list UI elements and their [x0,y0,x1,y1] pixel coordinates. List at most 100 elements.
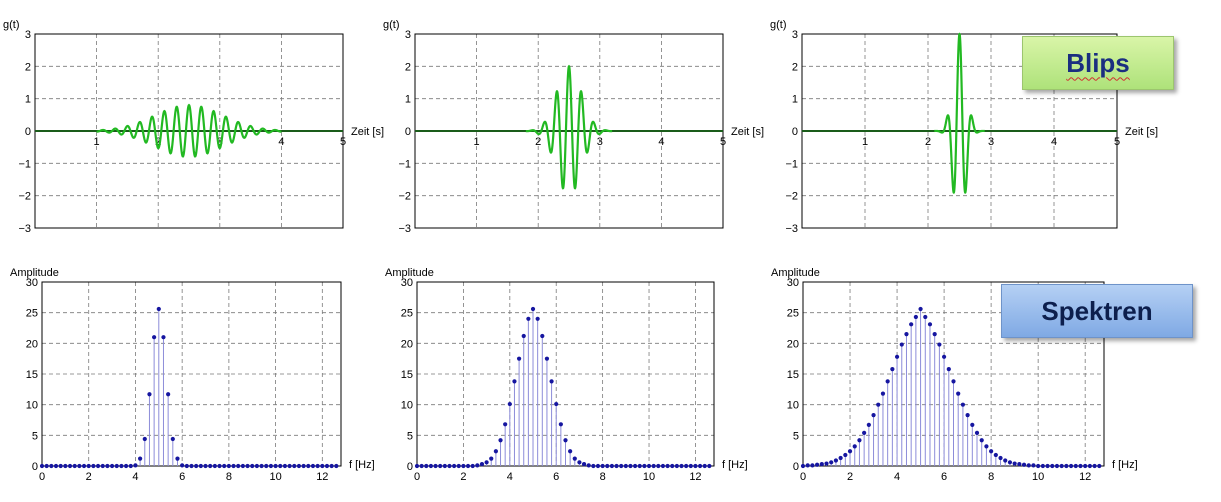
stem-point [932,332,937,337]
stem-point [526,316,531,321]
stem-point [226,463,231,469]
stem-point [838,455,843,461]
stem-point [72,463,77,469]
y-tick-label: −1 [398,158,411,170]
stem-point [693,463,698,469]
stem-point [885,379,890,384]
x-tick-label: 8 [988,471,994,483]
spektren-badge-label: Spektren [1041,295,1153,326]
x-tick-label: 8 [600,471,606,483]
stem-point [1078,463,1083,469]
y-tick-label: 10 [787,400,799,412]
blips-badge-label: Blips [1066,47,1130,78]
y-tick-label: 0 [792,126,798,138]
y-tick-label: 1 [405,94,411,106]
x-tick-label: 3 [597,136,603,148]
stem-point [105,463,110,469]
y-axis-title: g(t) [3,19,20,31]
y-tick-label: 30 [401,277,413,289]
y-tick-label: 5 [793,430,799,442]
y-tick-label: −1 [18,158,31,170]
y-axis-title: Amplitude [771,267,820,279]
signal-line [96,103,282,158]
stem-point [301,463,306,469]
y-tick-label: 3 [405,29,411,41]
stem-point [109,463,115,469]
stem-point [184,463,189,469]
x-tick-label: 0 [800,471,806,483]
stem-point [540,333,545,339]
stem-point [1036,463,1041,469]
stem-point [833,458,839,463]
stem-point [1087,463,1092,469]
stem-point [456,463,461,469]
stem-point [100,463,105,469]
y-tick-label: 5 [32,430,38,442]
stem-point [1021,462,1027,467]
stem-point [240,463,245,469]
stem-point [946,366,951,372]
y-tick-label: 1 [792,94,798,106]
y-tick-label: 0 [405,126,411,138]
stem-point [81,463,87,469]
y-tick-label: 0 [32,461,38,473]
stem-point [287,463,292,469]
stem-point [876,402,881,407]
stem-point [320,463,325,469]
stem-point [894,354,900,359]
stem-point [461,463,466,469]
y-tick-label: −2 [785,191,798,203]
stem-point [1054,463,1060,469]
stem-point [498,438,503,443]
chart-panel-5: 30 25 20 15 10 5 00 2 4 6 8 10 12 Amplitude f [Hz] [385,267,748,483]
stem-point [965,412,970,418]
stem-point [479,462,485,467]
x-tick-label: 2 [155,136,161,148]
stem-point [119,463,124,469]
stem-point [984,444,989,449]
stem-point [414,463,420,469]
stem-point [890,366,895,372]
stem-point [138,456,143,461]
y-tick-label: 20 [26,338,38,350]
stem-point [591,463,596,469]
chart-panel-4: 30 25 20 15 10 5 00 2 4 6 8 10 12 Amplitude f [Hz] [10,267,375,483]
y-tick-label: 1 [25,94,31,106]
x-tick-label: 3 [988,136,994,148]
stem-point [433,463,438,469]
stem-point [259,463,264,469]
y-tick-label: 15 [26,369,38,381]
stem-point [282,463,288,469]
y-tick-label: 3 [25,29,31,41]
stem-point [843,452,848,458]
stem-point [1045,463,1050,469]
stem-point [292,463,297,469]
stem-point [605,463,610,469]
stem-point [1040,463,1045,469]
stem-point [39,463,45,469]
stem-point [419,463,424,469]
stem-point [1003,458,1008,463]
stem-point [852,444,857,449]
stem-point [670,463,675,469]
stem-point [1050,463,1055,469]
stem-point [619,463,624,469]
x-tick-label: 12 [1079,471,1091,483]
signal-line [525,64,613,190]
x-tick-label: 2 [847,471,853,483]
stem-point [175,456,180,461]
stem-point [684,463,689,469]
stem-point [646,463,652,469]
y-tick-label: 25 [787,308,799,320]
stem-point [208,463,213,469]
x-axis-title: Zeit [s] [731,126,764,138]
stem-point [679,463,684,469]
x-tick-label: 1 [94,136,100,148]
y-axis-title: Amplitude [385,267,434,279]
y-tick-label: 0 [25,126,31,138]
stem-point [49,463,54,469]
stem-point [86,463,91,469]
stem-point [979,438,984,443]
stem-point [899,342,904,347]
